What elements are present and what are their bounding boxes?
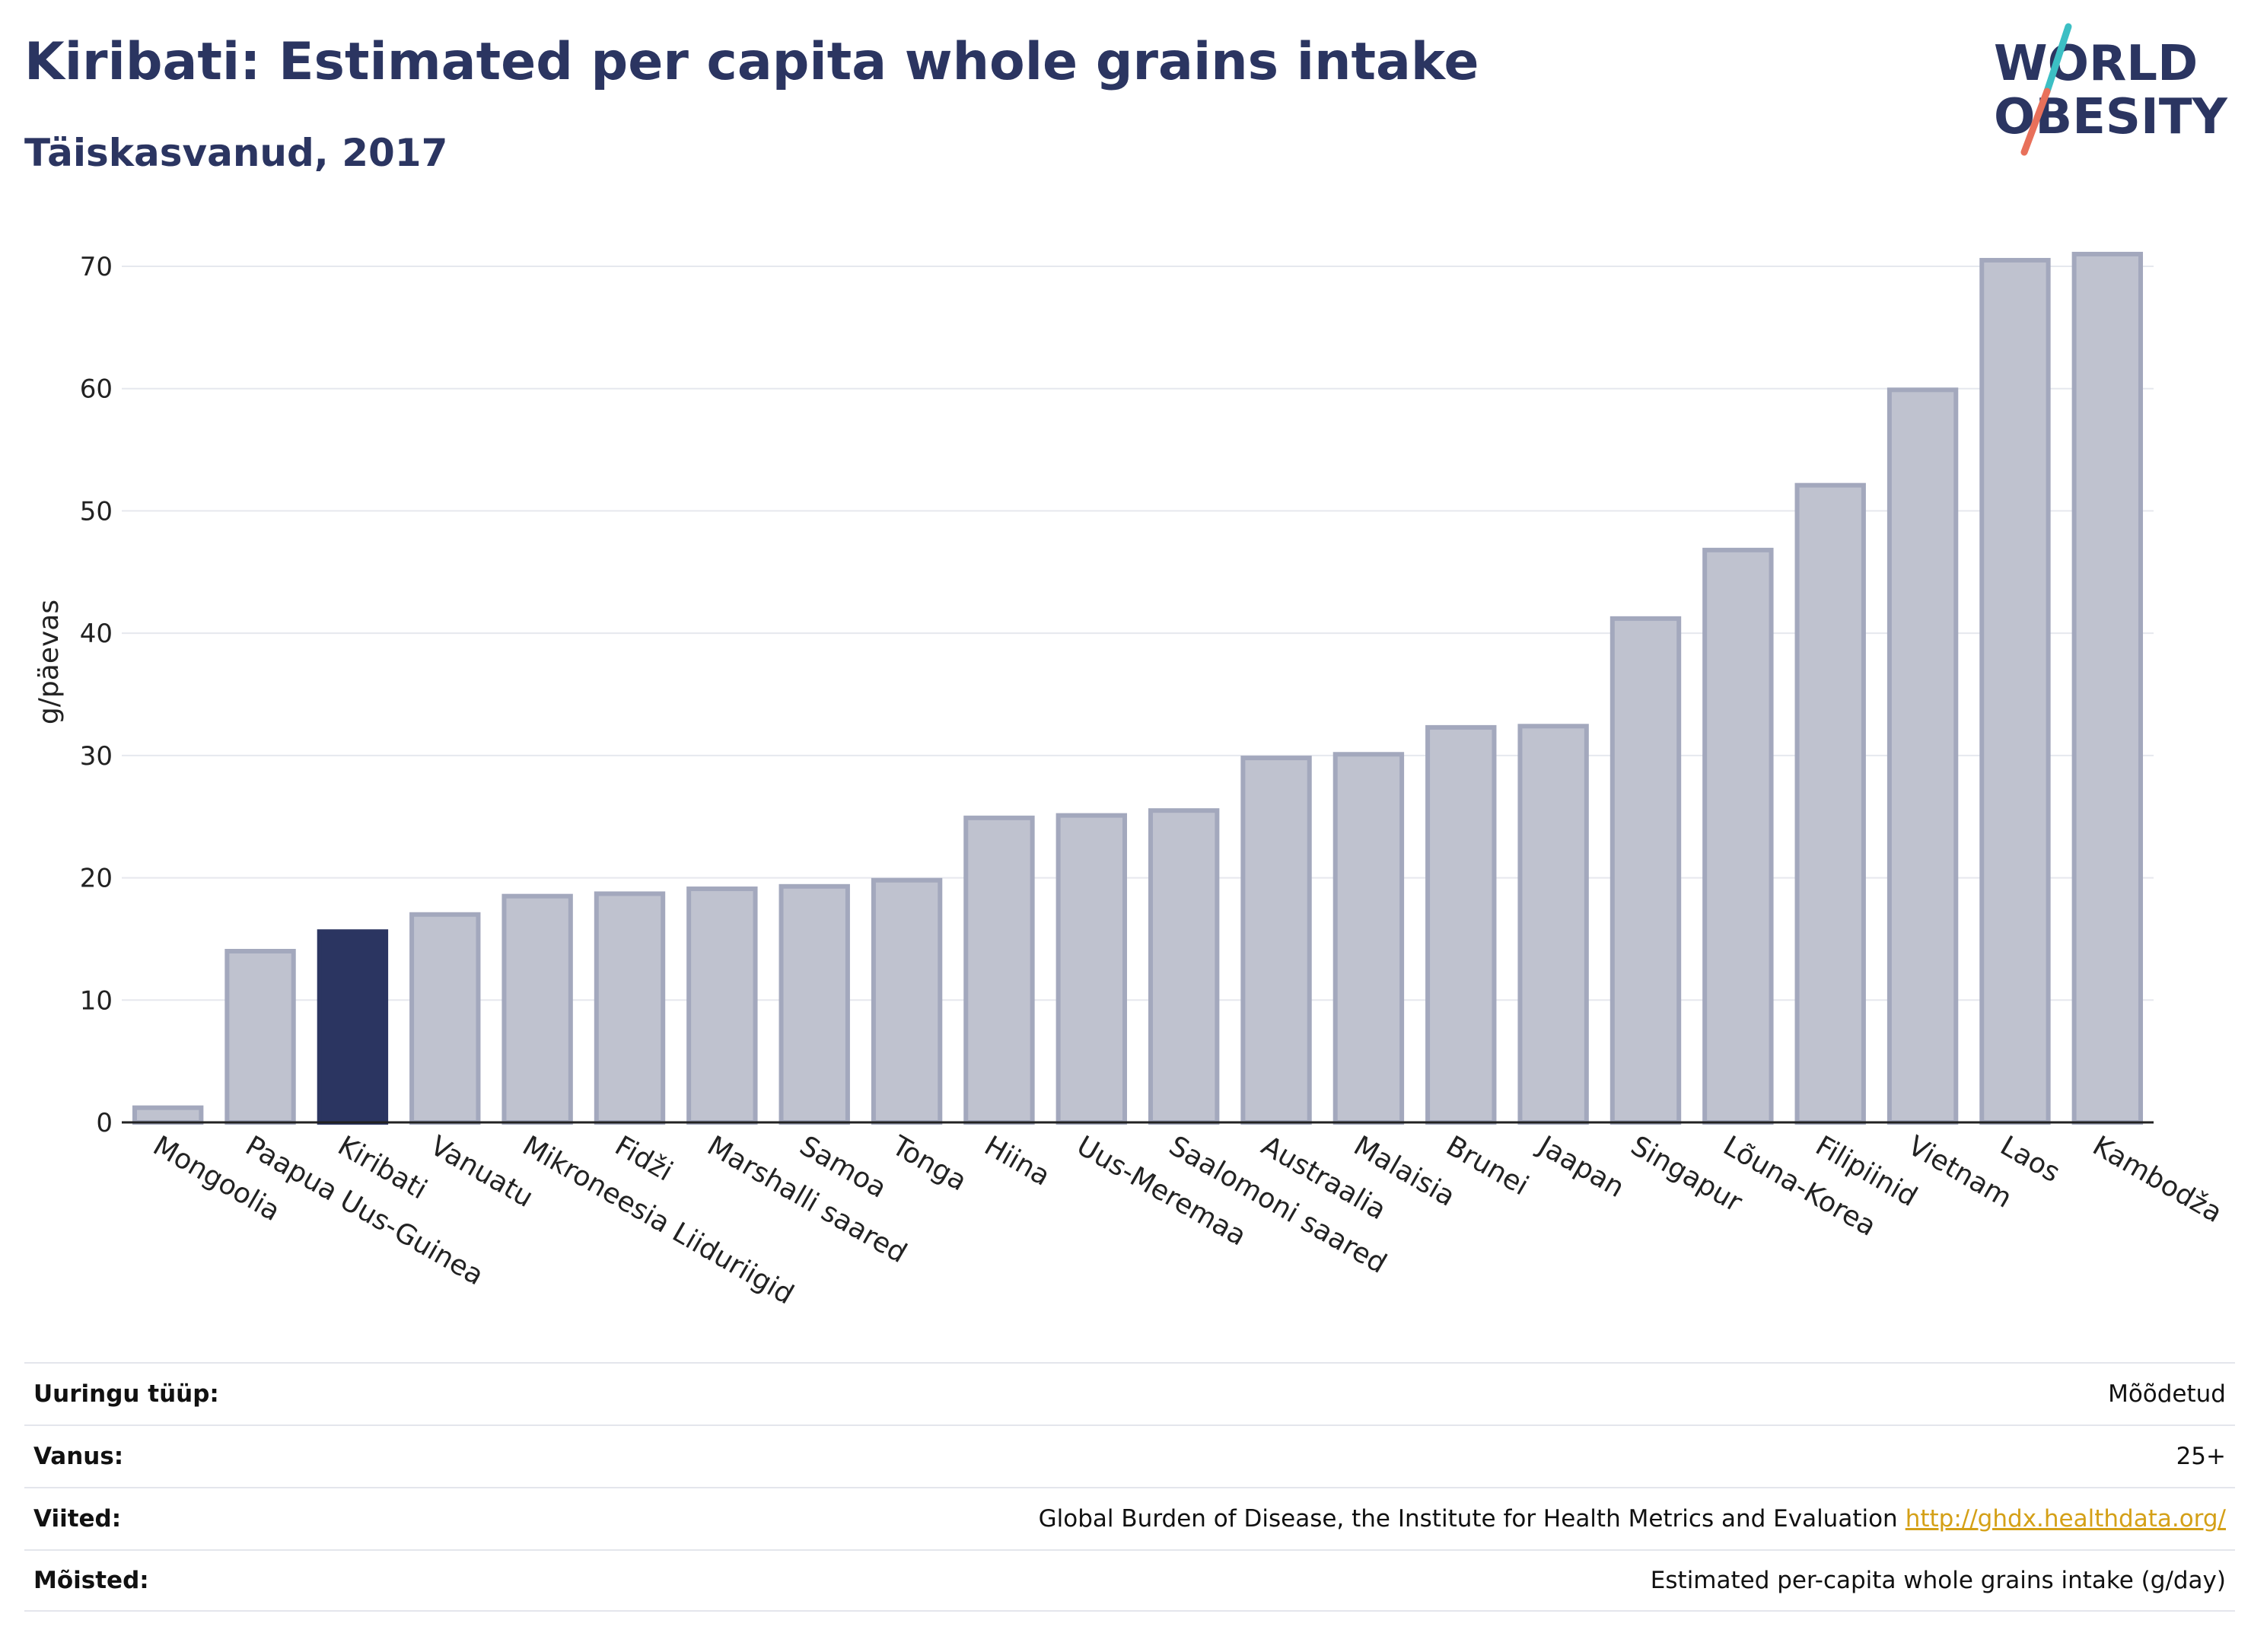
x-tick-label: Tonga: [886, 1130, 972, 1198]
bar-singapur: [1609, 616, 1682, 1125]
bar-tonga: [871, 877, 943, 1125]
bar-malaisia: [1332, 752, 1405, 1125]
meta-value: 25+: [2176, 1443, 2226, 1470]
y-tick-label: 60: [80, 374, 113, 405]
meta-row-survey-type: Uuringu tüüp: Mõõdetud: [24, 1362, 2235, 1424]
y-axis-label: g/päevas: [33, 600, 65, 724]
meta-label: Vanus:: [33, 1443, 124, 1470]
reference-link[interactable]: http://ghdx.healthdata.org/: [1905, 1505, 2226, 1533]
bar-marshalli-saared: [686, 886, 758, 1125]
bar-samoa: [778, 883, 850, 1125]
bar-fid-i: [594, 891, 666, 1125]
bar-vanuatu: [409, 912, 481, 1125]
metadata-table: Uuringu tüüp: Mõõdetud Vanus: 25+ Viited…: [24, 1362, 2235, 1612]
y-tick-labels: 0 10 20 30 40 50 60 70: [80, 252, 113, 1138]
bar-paapua-uus-guinea: [224, 949, 296, 1125]
y-tick-label: 0: [96, 1108, 113, 1138]
meta-value: Mõõdetud: [2108, 1380, 2226, 1408]
x-tick-label: Vietnam: [1902, 1130, 2017, 1214]
bar-layer: [132, 251, 2144, 1125]
x-tick-label: Kambodža: [2087, 1130, 2227, 1229]
bar-kambod-a: [2071, 251, 2144, 1125]
bar-jaapan: [1517, 724, 1589, 1125]
chart-subtitle: Täiskasvanud, 2017: [24, 131, 448, 175]
x-tick-label: Vanuatu: [425, 1130, 538, 1214]
bar-laos: [1979, 257, 2051, 1125]
logo-slash-top: [2043, 23, 2072, 95]
meta-value-references: Global Burden of Disease, the Institute …: [1039, 1505, 2226, 1533]
y-tick-label: 50: [80, 496, 113, 527]
y-tick-label: 20: [80, 864, 113, 894]
y-tick-label: 30: [80, 741, 113, 772]
meta-value: Estimated per-capita whole grains intake…: [1650, 1567, 2226, 1594]
reference-text: Global Burden of Disease, the Institute …: [1038, 1505, 1898, 1533]
x-tick-label: Fidži: [610, 1130, 678, 1187]
x-tick-label: Hiina: [979, 1130, 1055, 1192]
logo-text-world: WORLD: [1994, 36, 2198, 92]
bar-mongoolia: [132, 1105, 204, 1125]
x-tick-label: Jaapan: [1532, 1129, 1629, 1204]
bar-l-una-korea: [1702, 547, 1774, 1125]
meta-row-age: Vanus: 25+: [24, 1424, 2235, 1487]
bar-hiina: [963, 815, 1035, 1125]
bar-saalomoni-saared: [1148, 808, 1220, 1125]
meta-label: Mõisted:: [33, 1567, 149, 1594]
bar-uus-meremaa: [1055, 813, 1128, 1125]
chart-title: Kiribati: Estimated per capita whole gra…: [24, 32, 1479, 92]
logo-slash-bottom: [2020, 88, 2051, 156]
meta-label: Viited:: [33, 1505, 122, 1533]
bar-filipiinid: [1794, 482, 1866, 1125]
y-tick-label: 70: [80, 252, 113, 282]
bar-kiribati: [317, 929, 389, 1125]
bar-brunei: [1425, 724, 1497, 1125]
y-tick-label: 40: [80, 619, 113, 649]
meta-label: Uuringu tüüp:: [33, 1380, 219, 1408]
bar-austraalia: [1240, 756, 1312, 1125]
meta-row-definitions: Mõisted: Estimated per-capita whole grai…: [24, 1549, 2235, 1612]
bar-vietnam: [1886, 387, 1959, 1125]
meta-row-references: Viited: Global Burden of Disease, the In…: [24, 1487, 2235, 1549]
world-obesity-logo: WORLD OBESITY: [1994, 23, 2227, 156]
y-tick-label: 10: [80, 985, 113, 1016]
x-tick-label: Lõuna-Korea: [1718, 1130, 1881, 1243]
bar-mikroneesia-liiduriigid: [501, 893, 573, 1125]
